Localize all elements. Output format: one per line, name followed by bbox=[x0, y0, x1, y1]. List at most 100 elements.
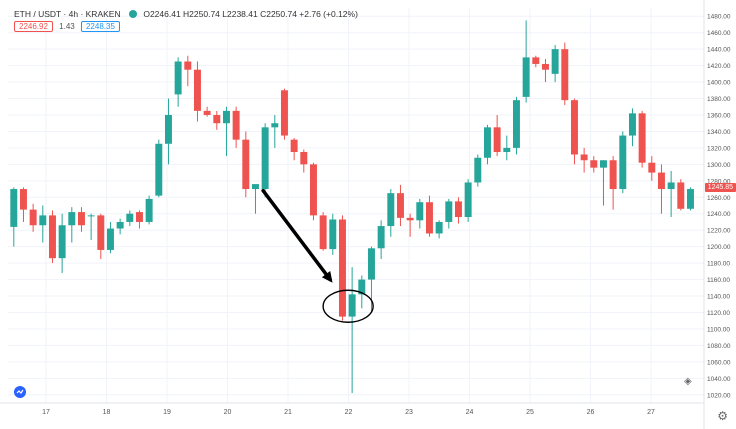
annotations bbox=[261, 188, 374, 323]
candle bbox=[648, 156, 656, 181]
candle-body bbox=[377, 226, 385, 249]
candle bbox=[222, 106, 230, 157]
candle bbox=[126, 210, 134, 227]
candle-body bbox=[174, 61, 182, 95]
candle bbox=[619, 131, 627, 194]
candle-body bbox=[464, 182, 472, 218]
candle-body bbox=[242, 139, 250, 190]
candle-body bbox=[280, 90, 288, 136]
candle-body bbox=[686, 189, 694, 209]
candle bbox=[474, 154, 482, 187]
candle bbox=[213, 110, 221, 130]
y-tick-label: 1480.00 bbox=[707, 14, 731, 21]
candle-body bbox=[619, 135, 627, 190]
candle bbox=[271, 114, 279, 148]
candle-body bbox=[367, 248, 375, 280]
y-tick-label: 1300.00 bbox=[707, 162, 731, 169]
candle bbox=[77, 207, 85, 232]
candle-body bbox=[97, 215, 105, 250]
candle bbox=[106, 221, 114, 254]
y-tick-label: 1280.00 bbox=[707, 178, 731, 185]
y-tick-label: 1260.00 bbox=[707, 195, 731, 202]
candle bbox=[116, 218, 124, 235]
eye-icon[interactable]: ◈ bbox=[684, 376, 692, 387]
candle-body bbox=[677, 182, 685, 209]
candle-body bbox=[454, 201, 462, 218]
candle-body bbox=[338, 219, 346, 317]
x-tick-label: 23 bbox=[405, 409, 413, 416]
candle bbox=[251, 184, 259, 214]
candle bbox=[416, 198, 424, 229]
y-tick-label: 1040.00 bbox=[707, 376, 731, 383]
candle-body bbox=[493, 127, 501, 153]
y-tick-label: 1380.00 bbox=[707, 96, 731, 103]
x-tick-label: 17 bbox=[42, 409, 50, 416]
candle-body bbox=[551, 49, 559, 74]
candle-body bbox=[570, 100, 578, 155]
y-tick-label: 1200.00 bbox=[707, 244, 731, 251]
candle-body bbox=[580, 154, 588, 161]
y-tick-label: 1020.00 bbox=[707, 392, 731, 399]
candle bbox=[242, 131, 250, 198]
x-tick-label: 21 bbox=[284, 409, 292, 416]
candle bbox=[10, 187, 18, 247]
candle bbox=[628, 108, 636, 147]
x-tick-label: 25 bbox=[526, 409, 534, 416]
candle bbox=[58, 213, 66, 273]
candle-body bbox=[213, 114, 221, 124]
candle bbox=[454, 197, 462, 224]
x-tick-label: 19 bbox=[163, 409, 171, 416]
candle-body bbox=[19, 189, 27, 210]
quote-bar: 2246.92 1.43 2248.35 bbox=[14, 21, 120, 32]
candle bbox=[522, 20, 530, 103]
candle bbox=[261, 123, 269, 198]
candle-body bbox=[77, 212, 85, 226]
candle-body bbox=[222, 110, 230, 124]
candle-body bbox=[638, 113, 646, 163]
candle-body bbox=[561, 49, 569, 101]
y-axis: 1020.00 1040.00 1060.00 1080.00 1100.00 1120.… bbox=[703, 0, 731, 429]
buy-quote-button[interactable]: 2248.35 bbox=[80, 21, 120, 32]
symbol-label[interactable]: ETH / USDT · 4h · KRAKEN bbox=[14, 9, 121, 19]
candle-body bbox=[667, 182, 675, 190]
candle bbox=[319, 212, 327, 251]
x-tick-label: 22 bbox=[345, 409, 353, 416]
candle bbox=[377, 220, 385, 259]
candle-body bbox=[657, 172, 665, 190]
tradingview-logo-icon[interactable] bbox=[14, 386, 26, 398]
candle-body bbox=[203, 110, 211, 115]
candle-body bbox=[503, 147, 511, 153]
candle bbox=[435, 220, 443, 239]
candle bbox=[609, 156, 617, 210]
candle bbox=[493, 114, 501, 157]
candle bbox=[87, 213, 95, 241]
candle-body bbox=[541, 63, 549, 70]
candle-body bbox=[232, 110, 240, 140]
candle bbox=[590, 156, 598, 173]
candle bbox=[309, 162, 317, 221]
candle bbox=[300, 149, 308, 173]
candle bbox=[290, 138, 298, 161]
grid bbox=[8, 8, 704, 403]
candle-body bbox=[483, 127, 491, 158]
candle bbox=[329, 213, 337, 255]
candle bbox=[135, 210, 143, 229]
candle bbox=[532, 55, 540, 68]
gear-icon[interactable]: ⚙ bbox=[717, 409, 728, 423]
candle bbox=[145, 195, 153, 225]
candle-body bbox=[348, 294, 356, 317]
candle-body bbox=[512, 100, 520, 148]
candle bbox=[348, 267, 356, 394]
candle-body bbox=[435, 221, 443, 234]
candle bbox=[406, 213, 414, 237]
candle bbox=[677, 179, 685, 211]
candle bbox=[425, 195, 433, 237]
sell-quote-button[interactable]: 2246.92 bbox=[14, 21, 53, 32]
candle-body bbox=[106, 228, 114, 250]
y-tick-label: 1320.00 bbox=[707, 145, 731, 152]
y-tick-label: 1140.00 bbox=[707, 294, 730, 301]
candle bbox=[387, 189, 395, 237]
candle-body bbox=[193, 69, 201, 111]
candle-body bbox=[271, 123, 279, 128]
